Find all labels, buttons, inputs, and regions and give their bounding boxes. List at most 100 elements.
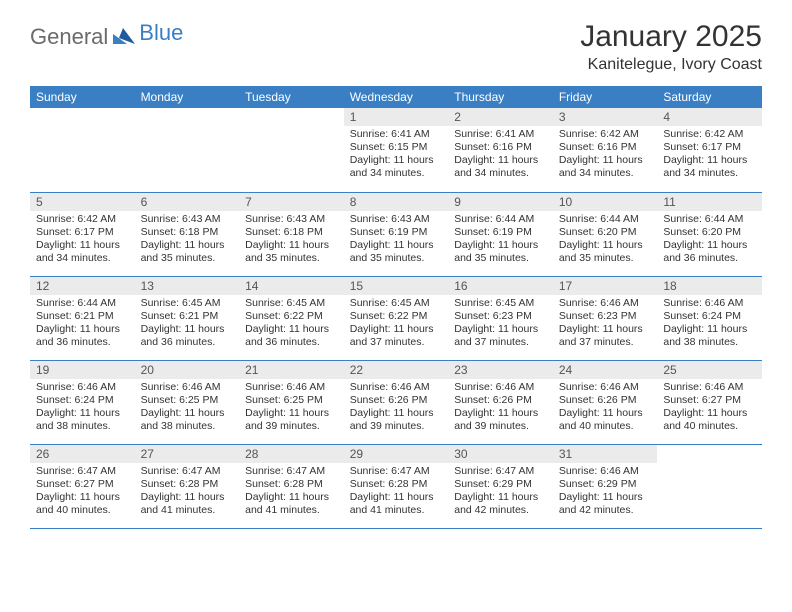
calendar-day-cell: 23Sunrise: 6:46 AMSunset: 6:26 PMDayligh… <box>448 360 553 444</box>
day-number: 9 <box>448 193 553 211</box>
calendar-table: SundayMondayTuesdayWednesdayThursdayFrid… <box>30 86 762 529</box>
calendar-day-cell: 5Sunrise: 6:42 AMSunset: 6:17 PMDaylight… <box>30 192 135 276</box>
day-content: Sunrise: 6:44 AMSunset: 6:21 PMDaylight:… <box>30 295 135 354</box>
calendar-empty-cell <box>30 108 135 192</box>
day-content: Sunrise: 6:46 AMSunset: 6:25 PMDaylight:… <box>239 379 344 438</box>
day-content: Sunrise: 6:45 AMSunset: 6:22 PMDaylight:… <box>239 295 344 354</box>
weekday-header: Thursday <box>448 86 553 108</box>
day-content: Sunrise: 6:46 AMSunset: 6:29 PMDaylight:… <box>553 463 658 522</box>
calendar-day-cell: 9Sunrise: 6:44 AMSunset: 6:19 PMDaylight… <box>448 192 553 276</box>
day-number: 11 <box>657 193 762 211</box>
day-number: 18 <box>657 277 762 295</box>
day-number: 2 <box>448 108 553 126</box>
day-content: Sunrise: 6:44 AMSunset: 6:20 PMDaylight:… <box>553 211 658 270</box>
calendar-day-cell: 29Sunrise: 6:47 AMSunset: 6:28 PMDayligh… <box>344 444 449 528</box>
day-number: 31 <box>553 445 658 463</box>
day-content: Sunrise: 6:43 AMSunset: 6:18 PMDaylight:… <box>239 211 344 270</box>
day-number: 28 <box>239 445 344 463</box>
day-content: Sunrise: 6:45 AMSunset: 6:23 PMDaylight:… <box>448 295 553 354</box>
calendar-day-cell: 16Sunrise: 6:45 AMSunset: 6:23 PMDayligh… <box>448 276 553 360</box>
calendar-day-cell: 27Sunrise: 6:47 AMSunset: 6:28 PMDayligh… <box>135 444 240 528</box>
day-content: Sunrise: 6:43 AMSunset: 6:18 PMDaylight:… <box>135 211 240 270</box>
day-number: 21 <box>239 361 344 379</box>
weekday-header-row: SundayMondayTuesdayWednesdayThursdayFrid… <box>30 86 762 108</box>
day-content: Sunrise: 6:41 AMSunset: 6:16 PMDaylight:… <box>448 126 553 185</box>
calendar-day-cell: 1Sunrise: 6:41 AMSunset: 6:15 PMDaylight… <box>344 108 449 192</box>
location-label: Kanitelegue, Ivory Coast <box>580 56 762 74</box>
day-content: Sunrise: 6:45 AMSunset: 6:21 PMDaylight:… <box>135 295 240 354</box>
day-content: Sunrise: 6:46 AMSunset: 6:26 PMDaylight:… <box>448 379 553 438</box>
weekday-header: Sunday <box>30 86 135 108</box>
day-content: Sunrise: 6:42 AMSunset: 6:16 PMDaylight:… <box>553 126 658 185</box>
weekday-header: Monday <box>135 86 240 108</box>
calendar-day-cell: 11Sunrise: 6:44 AMSunset: 6:20 PMDayligh… <box>657 192 762 276</box>
calendar-day-cell: 22Sunrise: 6:46 AMSunset: 6:26 PMDayligh… <box>344 360 449 444</box>
calendar-empty-cell <box>239 108 344 192</box>
brand-mark-icon <box>113 28 135 49</box>
day-content: Sunrise: 6:43 AMSunset: 6:19 PMDaylight:… <box>344 211 449 270</box>
calendar-day-cell: 10Sunrise: 6:44 AMSunset: 6:20 PMDayligh… <box>553 192 658 276</box>
day-content: Sunrise: 6:46 AMSunset: 6:27 PMDaylight:… <box>657 379 762 438</box>
day-number: 30 <box>448 445 553 463</box>
weekday-header: Saturday <box>657 86 762 108</box>
day-content: Sunrise: 6:44 AMSunset: 6:20 PMDaylight:… <box>657 211 762 270</box>
day-number: 27 <box>135 445 240 463</box>
calendar-day-cell: 18Sunrise: 6:46 AMSunset: 6:24 PMDayligh… <box>657 276 762 360</box>
calendar-day-cell: 17Sunrise: 6:46 AMSunset: 6:23 PMDayligh… <box>553 276 658 360</box>
day-content: Sunrise: 6:42 AMSunset: 6:17 PMDaylight:… <box>657 126 762 185</box>
day-content: Sunrise: 6:41 AMSunset: 6:15 PMDaylight:… <box>344 126 449 185</box>
day-number: 5 <box>30 193 135 211</box>
calendar-day-cell: 30Sunrise: 6:47 AMSunset: 6:29 PMDayligh… <box>448 444 553 528</box>
day-content: Sunrise: 6:47 AMSunset: 6:28 PMDaylight:… <box>239 463 344 522</box>
calendar-day-cell: 31Sunrise: 6:46 AMSunset: 6:29 PMDayligh… <box>553 444 658 528</box>
day-number: 29 <box>344 445 449 463</box>
day-content: Sunrise: 6:46 AMSunset: 6:24 PMDaylight:… <box>30 379 135 438</box>
day-number: 1 <box>344 108 449 126</box>
calendar-empty-cell <box>135 108 240 192</box>
day-content: Sunrise: 6:46 AMSunset: 6:25 PMDaylight:… <box>135 379 240 438</box>
calendar-day-cell: 14Sunrise: 6:45 AMSunset: 6:22 PMDayligh… <box>239 276 344 360</box>
calendar-day-cell: 15Sunrise: 6:45 AMSunset: 6:22 PMDayligh… <box>344 276 449 360</box>
day-content: Sunrise: 6:47 AMSunset: 6:27 PMDaylight:… <box>30 463 135 522</box>
day-number: 7 <box>239 193 344 211</box>
calendar-day-cell: 2Sunrise: 6:41 AMSunset: 6:16 PMDaylight… <box>448 108 553 192</box>
day-number: 25 <box>657 361 762 379</box>
day-content: Sunrise: 6:46 AMSunset: 6:26 PMDaylight:… <box>344 379 449 438</box>
brand-logo: General Blue <box>30 24 183 50</box>
weekday-header: Tuesday <box>239 86 344 108</box>
day-number: 20 <box>135 361 240 379</box>
day-number: 24 <box>553 361 658 379</box>
day-number: 6 <box>135 193 240 211</box>
calendar-day-cell: 28Sunrise: 6:47 AMSunset: 6:28 PMDayligh… <box>239 444 344 528</box>
calendar-week-row: 1Sunrise: 6:41 AMSunset: 6:15 PMDaylight… <box>30 108 762 192</box>
calendar-week-row: 12Sunrise: 6:44 AMSunset: 6:21 PMDayligh… <box>30 276 762 360</box>
calendar-week-row: 5Sunrise: 6:42 AMSunset: 6:17 PMDaylight… <box>30 192 762 276</box>
title-block: January 2025 Kanitelegue, Ivory Coast <box>580 20 762 74</box>
day-number: 12 <box>30 277 135 295</box>
day-content: Sunrise: 6:44 AMSunset: 6:19 PMDaylight:… <box>448 211 553 270</box>
day-content: Sunrise: 6:46 AMSunset: 6:24 PMDaylight:… <box>657 295 762 354</box>
calendar-day-cell: 6Sunrise: 6:43 AMSunset: 6:18 PMDaylight… <box>135 192 240 276</box>
day-content: Sunrise: 6:47 AMSunset: 6:28 PMDaylight:… <box>135 463 240 522</box>
calendar-day-cell: 20Sunrise: 6:46 AMSunset: 6:25 PMDayligh… <box>135 360 240 444</box>
calendar-day-cell: 24Sunrise: 6:46 AMSunset: 6:26 PMDayligh… <box>553 360 658 444</box>
day-number: 13 <box>135 277 240 295</box>
day-content: Sunrise: 6:45 AMSunset: 6:22 PMDaylight:… <box>344 295 449 354</box>
day-content: Sunrise: 6:47 AMSunset: 6:29 PMDaylight:… <box>448 463 553 522</box>
page-header: General Blue January 2025 Kanitelegue, I… <box>30 20 762 74</box>
calendar-day-cell: 4Sunrise: 6:42 AMSunset: 6:17 PMDaylight… <box>657 108 762 192</box>
calendar-day-cell: 26Sunrise: 6:47 AMSunset: 6:27 PMDayligh… <box>30 444 135 528</box>
day-content: Sunrise: 6:46 AMSunset: 6:26 PMDaylight:… <box>553 379 658 438</box>
day-number: 26 <box>30 445 135 463</box>
weekday-header: Wednesday <box>344 86 449 108</box>
day-number: 17 <box>553 277 658 295</box>
day-number: 16 <box>448 277 553 295</box>
calendar-day-cell: 12Sunrise: 6:44 AMSunset: 6:21 PMDayligh… <box>30 276 135 360</box>
calendar-day-cell: 13Sunrise: 6:45 AMSunset: 6:21 PMDayligh… <box>135 276 240 360</box>
brand-text-1: General <box>30 24 108 50</box>
weekday-header: Friday <box>553 86 658 108</box>
day-number: 10 <box>553 193 658 211</box>
calendar-body: 1Sunrise: 6:41 AMSunset: 6:15 PMDaylight… <box>30 108 762 528</box>
calendar-week-row: 26Sunrise: 6:47 AMSunset: 6:27 PMDayligh… <box>30 444 762 528</box>
calendar-day-cell: 19Sunrise: 6:46 AMSunset: 6:24 PMDayligh… <box>30 360 135 444</box>
